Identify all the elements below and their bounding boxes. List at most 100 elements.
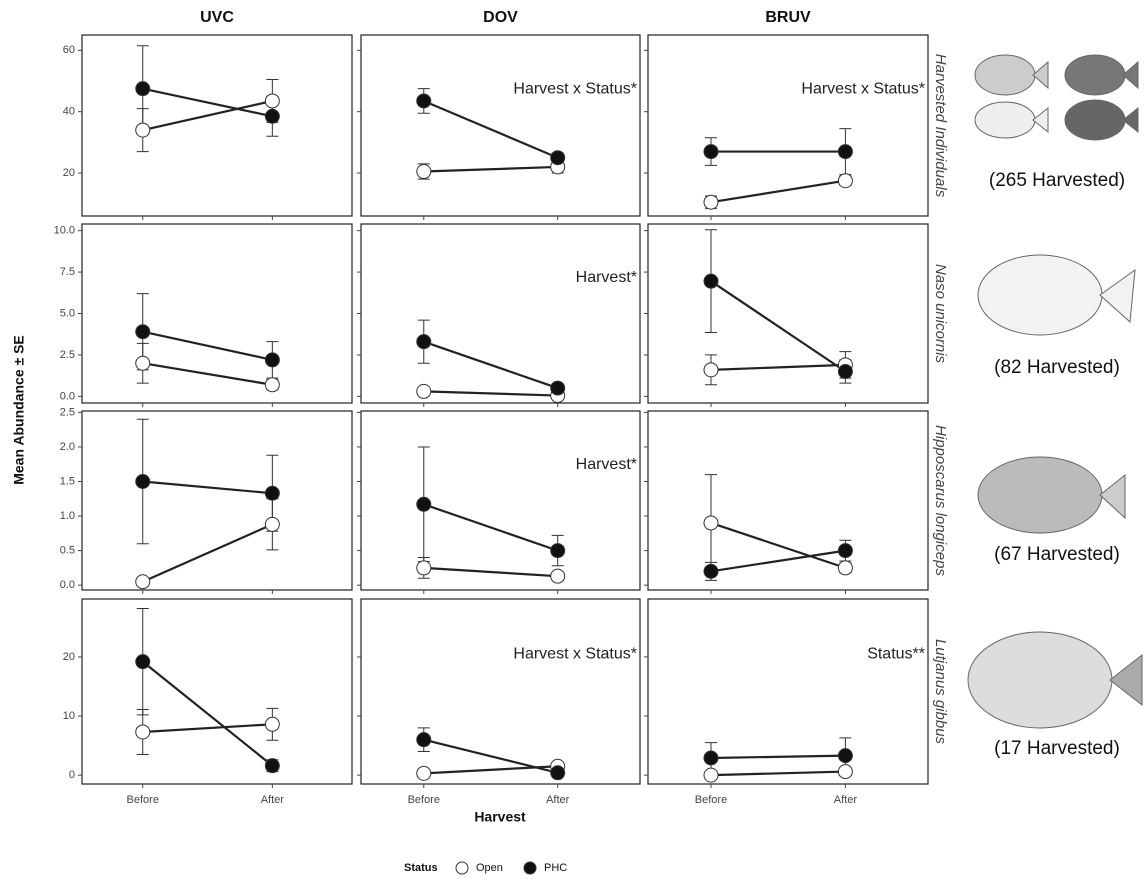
harvest-count: (17 Harvested) [994,738,1120,759]
x-tick-label: After [546,794,570,806]
y-tick-label: 40 [63,106,75,118]
point [838,365,852,379]
point [838,544,852,558]
y-axis-label: Mean Abundance ± SE [11,335,27,485]
panel-frame [82,411,352,590]
point [136,325,150,339]
point [704,274,718,288]
panel-frame [361,411,640,590]
point [417,94,431,108]
panel-frame [82,599,352,784]
series-line [143,481,273,493]
point [704,564,718,578]
point [265,517,279,531]
fish-illustrations [968,55,1142,728]
series-line [143,363,273,385]
point [265,94,279,108]
point [265,759,279,773]
figure: Mean Abundance ± SE Harvest Status Open P… [0,0,1148,879]
series-line [424,504,558,550]
y-tick-label: 2.5 [60,406,75,418]
point [265,486,279,500]
point [136,123,150,137]
y-tick-label: 1.5 [60,475,75,487]
series-line [711,281,845,371]
point [417,561,431,575]
series-line [711,756,845,758]
x-tick-label: Before [408,794,440,806]
panel-frame [648,224,928,403]
harvest-count: (82 Harvested) [994,357,1120,378]
legend-label: Open [476,862,503,874]
x-tick-label: After [261,794,285,806]
legend-title: Status [404,862,438,874]
y-tick-label: 2.5 [60,349,75,361]
point [551,151,565,165]
point [704,751,718,765]
x-tick-label: Before [127,794,159,806]
point [265,109,279,123]
x-tick-label: After [834,794,858,806]
series-line [711,772,845,776]
y-tick-label: 20 [63,651,75,663]
panel-frame [648,411,928,590]
annotation: Harvest x Status* [513,81,637,98]
series-line [711,181,845,202]
annotation: Harvest x Status* [801,81,925,98]
annotation: Harvest* [576,269,637,286]
point [265,717,279,731]
point [136,474,150,488]
y-tick-label: 0 [69,769,75,781]
point [704,516,718,530]
y-tick-label: 0.5 [60,545,75,557]
point [551,766,565,780]
x-axis-label: Harvest [474,809,526,825]
panel-frame [82,35,352,216]
point [704,195,718,209]
annotation: Harvest x Status* [513,646,637,663]
point [838,765,852,779]
point [838,561,852,575]
point [265,353,279,367]
row-label: Lutjanus gibbus [932,639,949,745]
point [704,145,718,159]
y-tick-label: 0.0 [60,390,75,402]
y-tick-label: 7.5 [60,266,75,278]
point [136,725,150,739]
legend-label: PHC [544,862,567,874]
column-title: UVC [200,9,234,26]
harvest-count: (265 Harvested) [989,170,1125,191]
point [704,768,718,782]
y-tick-label: 60 [63,44,75,56]
series-line [424,740,558,773]
point [417,497,431,511]
point [838,749,852,763]
column-title: DOV [483,9,518,26]
row-label: Harvested Individuals [932,54,949,198]
row-label: Hipposcarus longiceps [932,425,949,576]
point [417,766,431,780]
panel-frame [361,35,640,216]
row-label: Naso unicornis [932,264,949,364]
y-tick-label: 1.0 [60,510,75,522]
y-tick-label: 2.0 [60,441,75,453]
point [136,655,150,669]
point [417,384,431,398]
legend-marker [524,862,536,874]
y-tick-label: 20 [63,167,75,179]
series-line [143,89,273,117]
series-line [143,332,273,360]
series-line [143,662,273,766]
legend: Status Open PHC [404,862,567,874]
annotation: Status** [867,646,925,663]
legend-marker [456,862,468,874]
series-line [143,724,273,732]
series-line [143,101,273,130]
x-tick-label: Before [695,794,727,806]
point [551,569,565,583]
panel-frame [361,224,640,403]
point [704,363,718,377]
point [417,165,431,179]
series-line [424,568,558,576]
point [838,145,852,159]
